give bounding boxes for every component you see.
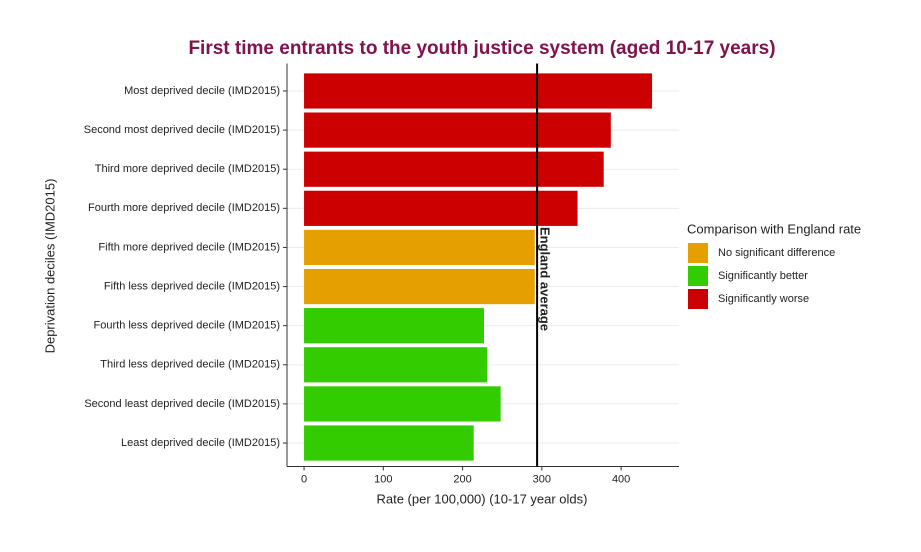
bar	[304, 268, 535, 305]
legend-label: Significantly better	[718, 270, 808, 282]
x-tick-label: 200	[453, 473, 471, 485]
reference-label: England average	[538, 227, 553, 331]
bar	[304, 425, 474, 461]
y-axis-title: Deprivation deciles (IMD2015)	[42, 179, 57, 354]
legend-title: Comparison with England rate	[687, 221, 861, 236]
y-tick-label: Third less deprived decile (IMD2015)	[100, 359, 280, 371]
bar	[304, 73, 653, 109]
x-tick-label: 100	[374, 473, 392, 485]
y-tick-label: Most deprived decile (IMD2015)	[124, 85, 280, 97]
x-tick-label: 300	[533, 473, 551, 485]
x-axis-title: Rate (per 100,000) (10-17 year olds)	[376, 491, 587, 506]
chart-title: First time entrants to the youth justice…	[188, 38, 775, 59]
y-tick-label: Fourth more deprived decile (IMD2015)	[88, 202, 280, 214]
y-tick-label: Fourth less deprived decile (IMD2015)	[94, 320, 280, 332]
y-tick-label: Second least deprived decile (IMD2015)	[84, 398, 280, 410]
y-tick-label: Fifth less deprived decile (IMD2015)	[104, 280, 280, 292]
y-tick-label: Fifth more deprived decile (IMD2015)	[98, 241, 280, 253]
bar	[304, 229, 535, 266]
bar	[304, 386, 501, 422]
legend-swatch	[688, 289, 708, 309]
y-tick-label: Least deprived decile (IMD2015)	[121, 437, 280, 449]
bar	[304, 151, 604, 187]
y-tick-label: Second most deprived decile (IMD2015)	[84, 124, 280, 136]
y-tick-label: Third more deprived decile (IMD2015)	[95, 163, 280, 175]
legend-label: No significant difference	[718, 247, 835, 259]
x-tick-label: 400	[612, 473, 630, 485]
bar	[304, 308, 484, 344]
bar	[304, 347, 488, 383]
legend-label: Significantly worse	[718, 293, 809, 305]
legend-swatch	[688, 266, 708, 286]
bar	[304, 190, 578, 226]
bar	[304, 112, 611, 148]
legend-swatch	[688, 243, 708, 263]
x-tick-label: 0	[301, 473, 307, 485]
